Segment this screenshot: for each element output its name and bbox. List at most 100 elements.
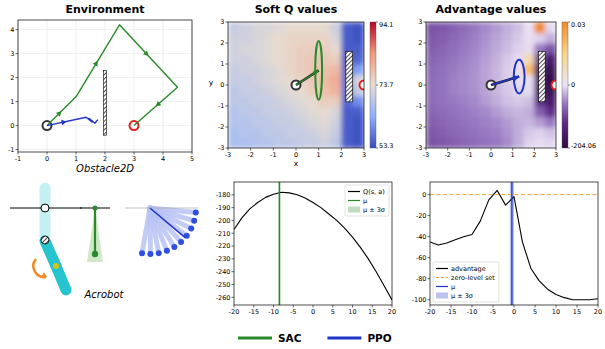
grid-line [18,29,192,30]
heat-cell [273,64,285,75]
arrow-head [56,111,61,116]
heat-cell [426,85,437,96]
heat-cell [545,22,556,33]
obstacle [539,51,546,101]
heat-cell [545,106,556,117]
heat-cell [426,138,437,149]
heat-cell [251,64,263,75]
heat-cell [459,117,470,128]
heat-cell [353,64,364,75]
heat-cell [502,106,513,117]
plot-area [228,22,364,148]
heat-cell [502,96,513,107]
heat-cell [239,43,251,54]
heat-cell [480,127,491,138]
heat-cell [330,75,342,86]
sac-tip [92,251,98,257]
heat-cell [502,85,513,96]
heat-cell [353,43,364,54]
grid-line [105,20,106,152]
tick-label: -5 [490,308,496,316]
ppo-tip [191,218,197,224]
reference-line [430,194,598,195]
heat-cell [469,96,480,107]
colorbar [370,22,376,148]
tick-label: -2 [247,151,253,159]
colorbar-label: 53.3 [379,142,393,150]
legend-swatch [348,200,360,201]
tick-label: 20 [594,308,602,316]
tick [424,43,427,44]
heat-cell [319,64,331,75]
tick-label: 10 [552,308,560,316]
heat-cell [330,43,342,54]
heat-cell [524,138,535,149]
heat-cell [524,106,535,117]
heat-cell [448,43,459,54]
heat-cell [426,54,437,65]
heat-cell [534,127,545,138]
heat-cell [251,96,263,107]
action-spread [87,208,103,262]
tick-label: 4 [10,26,14,34]
heat-cell [459,64,470,75]
tick-label: -60 [416,254,427,262]
legend-swatch [436,293,448,299]
heat-cell [239,85,251,96]
tick-label: 1 [511,151,515,159]
heat-cell [459,33,470,44]
heat-cell [285,96,297,107]
tick-label: -3 [423,151,429,159]
tick-label: -240 [216,268,231,276]
heat-cell [448,33,459,44]
tick [232,258,235,259]
joint [41,236,49,244]
heat-cell [502,22,513,33]
heat-cell [319,106,331,117]
heat-cell [296,127,308,138]
heat-cell [319,117,331,128]
obstacle [346,51,353,101]
grid-line [18,149,192,150]
tick-label: 1 [220,60,224,68]
legend-swatch [327,337,361,340]
heat-cell [448,64,459,75]
tick [232,284,235,285]
heat-cell [491,127,502,138]
heat-cell [353,106,364,117]
tick-label: 2 [103,155,107,163]
caption: Acrobot [84,289,125,300]
legend-label: zero-level set [451,274,495,282]
tick-label: -1 [8,146,14,154]
heat-cell [285,106,297,117]
heat-cell [480,22,491,33]
heat-cell [228,117,240,128]
heat-cell [239,54,251,65]
plot-area [43,25,178,135]
heat-cell [273,43,285,54]
tick-label: 0 [45,155,49,163]
tick-label: 5 [533,308,537,316]
heat-cell [459,127,470,138]
heat-cell [251,75,263,86]
heat-cell [480,96,491,107]
heat-cell [251,117,263,128]
legend-label: PPO [367,332,391,344]
heat-cell [513,138,524,149]
heat-cell [353,127,364,138]
tick [428,236,431,237]
tick-label: -260 [216,294,231,302]
heat-cell [448,117,459,128]
heat-cell [437,85,448,96]
heat-cell [437,117,448,128]
heat-cell [228,138,240,149]
ppo-tip [147,251,153,257]
heat-cell [296,106,308,117]
tick-label: 2 [339,151,343,159]
tick-label: 3 [10,50,14,58]
ppo-tip [188,226,194,232]
tick-label: 1 [418,60,422,68]
heat-cell [228,127,240,138]
heat-cell [448,54,459,65]
heat-cell [239,106,251,117]
